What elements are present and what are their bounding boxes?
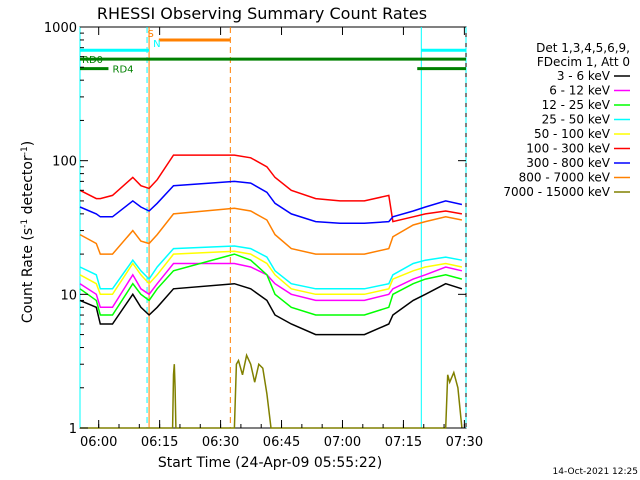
series-line-8 <box>80 352 463 429</box>
flag-label-s: S <box>147 29 153 40</box>
footer-timestamp: 14-Oct-2021 12:25 <box>553 467 638 477</box>
y-tick-label-0: 1 <box>69 422 77 437</box>
y-axis-label-sup: -1 <box>20 219 30 228</box>
flag-label-n: N <box>153 39 160 50</box>
y-tick-label-2: 100 <box>52 155 77 170</box>
legend-label-4: 50 - 100 keV <box>534 127 611 141</box>
series-line-4 <box>79 250 463 296</box>
y-axis-label-tail: detector <box>20 155 36 219</box>
y-axis-label-sup2: -1 <box>20 146 30 155</box>
x-tick-label-5: 07:15 <box>385 435 422 450</box>
x-axis-label: Start Time (24-Apr-09 05:55:22) <box>158 455 382 471</box>
series-line-6 <box>79 180 463 225</box>
y-tick-label-1: 10 <box>60 288 77 303</box>
legend-label-0: 3 - 6 keV <box>557 69 611 83</box>
legend-label-3: 25 - 50 keV <box>542 113 611 127</box>
legend-label-7: 800 - 7000 keV <box>519 171 611 185</box>
y-tick-label-3: 1000 <box>44 21 77 36</box>
series-line-2 <box>79 253 463 316</box>
legend: Det 1,3,4,5,6,9, FDecim 1, Att 0 3 - 6 k… <box>503 41 630 199</box>
x-tick-label-2: 06:30 <box>202 435 239 450</box>
series-line-3 <box>79 245 463 290</box>
y-axis-label-main: Count Rate (s <box>20 228 36 323</box>
legend-label-1: 6 - 12 keV <box>549 84 611 98</box>
y-axis: 1 10 100 1000 <box>44 21 466 437</box>
chart-title: RHESSI Observing Summary Count Rates <box>97 4 427 23</box>
series-line-7 <box>79 207 463 255</box>
series-line-0 <box>79 282 463 336</box>
legend-label-8: 7000 - 15000 keV <box>503 185 610 199</box>
x-axis: 06:00 06:15 06:30 06:45 07:00 07:15 07:30 <box>80 27 483 450</box>
y-axis-label-close: ) <box>20 141 36 146</box>
x-tick-label-3: 06:45 <box>263 435 300 450</box>
x-tick-label-4: 07:00 <box>324 435 361 450</box>
flag-label-rd4: RD4 <box>113 65 134 76</box>
legend-header-2: FDecim 1, Att 0 <box>537 55 630 69</box>
legend-header-1: Det 1,3,4,5,6,9, <box>536 41 630 55</box>
legend-label-5: 100 - 300 keV <box>526 142 610 156</box>
y-axis-label: Count Rate (s-1 detector-1) <box>20 141 36 323</box>
series-line-5 <box>79 154 463 223</box>
plot-area: SN RD0 RD4 <box>79 26 467 429</box>
x-tick-label-1: 06:15 <box>141 435 178 450</box>
x-tick-label-6: 07:30 <box>446 435 483 450</box>
x-tick-label-0: 06:00 <box>80 435 117 450</box>
legend-label-2: 12 - 25 keV <box>542 98 611 112</box>
legend-label-6: 300 - 800 keV <box>526 156 610 170</box>
flag-label-rd0: RD0 <box>82 55 103 66</box>
